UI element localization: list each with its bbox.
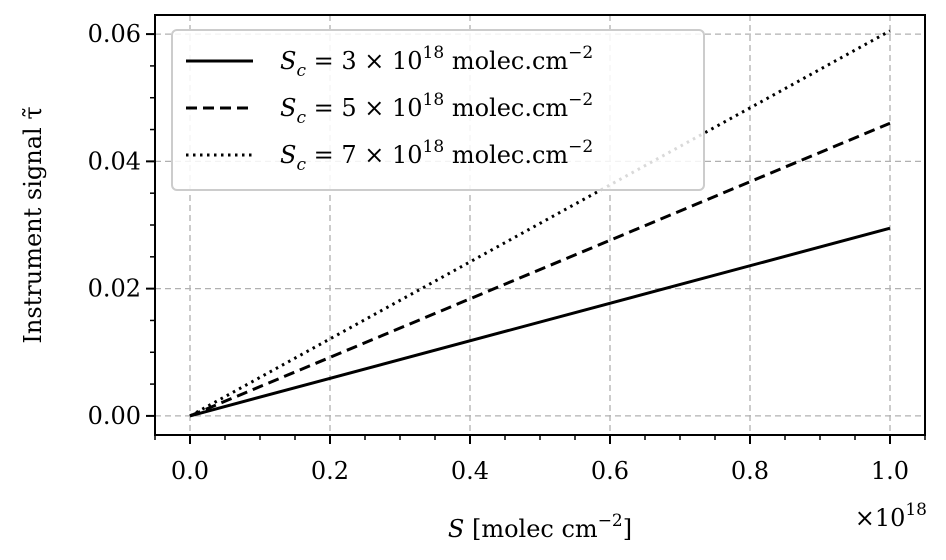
x-axis-scale-base: ×10 — [855, 504, 906, 532]
y-tick-label: 0.06 — [88, 20, 141, 48]
y-axis-label: Instrument signal τ̃ — [19, 106, 47, 343]
series-line-1 — [189, 226, 891, 418]
x-axis-label-var: S — [448, 515, 464, 543]
y-tick-label: 0.00 — [88, 402, 141, 430]
y-tick-label: 0.02 — [88, 275, 141, 303]
x-axis-label-unit: [molec cm — [464, 515, 598, 543]
x-tick-label: 0.2 — [311, 457, 349, 485]
x-tick-label: 0.0 — [171, 457, 209, 485]
x-axis-label-close: ] — [623, 515, 632, 543]
legend: Sc = 3 × 1018 molec.cm−2 Sc = 5 × 1018 mo… — [171, 29, 705, 191]
ticks: 0.0 0.2 0.4 0.6 0.8 1.0 0.00 0.02 0.04 0.06 — [88, 20, 926, 485]
x-axis-scale-exp: 18 — [905, 500, 927, 520]
series-layer — [189, 29, 891, 418]
legend-box — [171, 29, 705, 191]
x-tick-label: 0.4 — [451, 457, 489, 485]
x-tick-label: 0.6 — [591, 457, 629, 485]
series-line-3 — [189, 29, 891, 418]
series-line-2 — [189, 121, 891, 418]
x-axis-label-unit-exp: −2 — [598, 511, 623, 531]
legend-label-3: Sc = 7 × 1018 molec.cm−2 — [280, 137, 593, 175]
x-tick-label: 1.0 — [871, 457, 909, 485]
x-tick-label: 0.8 — [731, 457, 769, 485]
legend-label-2: Sc = 5 × 1018 molec.cm−2 — [280, 90, 593, 128]
y-tick-label: 0.04 — [88, 147, 141, 175]
x-axis-scale-label: ×1018 — [855, 500, 927, 532]
x-axis-label: S [molec cm−2] — [448, 511, 632, 543]
legend-label-1: Sc = 3 × 1018 molec.cm−2 — [280, 43, 593, 81]
